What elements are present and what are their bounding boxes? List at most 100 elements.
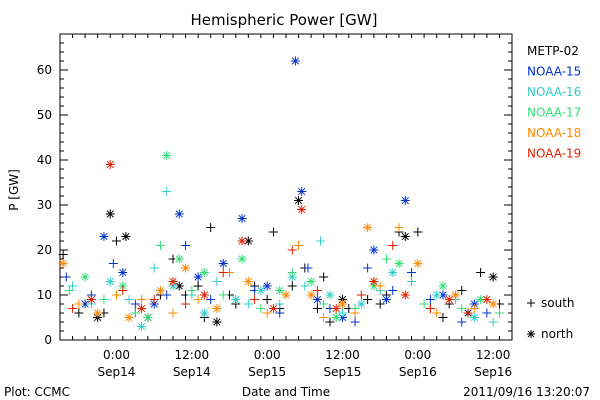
data-point	[297, 205, 307, 214]
x-tick-date: Sep14	[98, 365, 136, 379]
data-point	[231, 295, 241, 304]
data-point	[400, 232, 410, 241]
legend-entry: NOAA-16	[527, 85, 581, 99]
data-point	[105, 160, 115, 169]
data-point	[297, 187, 307, 196]
data-point	[331, 313, 341, 322]
footer-credit: Plot: CCMC	[4, 385, 70, 399]
data-point	[256, 286, 266, 295]
data-point	[174, 254, 184, 264]
x-tick-date: Sep16	[474, 365, 512, 379]
data-point	[375, 299, 385, 309]
data-point	[137, 304, 147, 313]
x-tick-date: Sep15	[324, 365, 362, 379]
data-point	[199, 268, 209, 277]
data-point	[457, 317, 467, 327]
data-point	[262, 295, 272, 304]
y-tick-label: 20	[37, 243, 52, 257]
data-point	[388, 241, 398, 250]
data-point	[388, 286, 398, 295]
data-point	[400, 196, 410, 205]
data-point	[306, 277, 316, 286]
legend-entry: NOAA-18	[527, 126, 581, 140]
data-point	[149, 263, 159, 273]
data-point	[168, 277, 178, 286]
data-point	[488, 299, 498, 309]
data-point	[482, 295, 492, 304]
data-point	[413, 227, 423, 237]
data-point	[250, 295, 260, 304]
y-tick-label: 0	[44, 333, 52, 347]
x-axis-label: Date and Time	[242, 385, 330, 399]
data-point	[99, 295, 109, 304]
data-point	[287, 281, 297, 291]
chart-title: Hemispheric Power [GW]	[191, 11, 378, 29]
data-point	[162, 187, 172, 196]
data-point	[162, 151, 172, 160]
data-point	[338, 299, 347, 309]
data-point	[181, 263, 191, 273]
data-point	[121, 232, 131, 241]
data-point	[218, 259, 228, 268]
data-point	[281, 290, 291, 300]
x-tick-date: Sep15	[248, 365, 286, 379]
legend-entry: NOAA-19	[527, 147, 581, 161]
data-point	[99, 232, 109, 241]
y-tick-label: 30	[37, 198, 52, 212]
data-point	[105, 277, 115, 286]
data-point	[275, 286, 285, 295]
data-point	[438, 281, 448, 291]
data-point	[206, 223, 216, 232]
data-point	[312, 295, 322, 304]
y-tick-label: 40	[37, 153, 52, 167]
data-point	[356, 299, 366, 309]
y-tick-label: 50	[37, 108, 52, 122]
data-point	[363, 295, 373, 304]
data-point	[303, 263, 313, 273]
data-point	[237, 254, 247, 264]
x-tick-date: Sep16	[399, 365, 437, 379]
data-point	[300, 281, 310, 291]
data-point	[212, 304, 222, 313]
marker-legend-symbol	[527, 299, 535, 307]
data-point	[325, 290, 335, 300]
x-axis: 0:00 Sep14 12:00 Sep14 0:00 Sep15 12:00 Sep15 0:…	[59, 34, 513, 379]
data-point	[457, 286, 467, 295]
data-point	[74, 299, 84, 309]
data-point	[469, 304, 479, 313]
data-point	[325, 317, 335, 327]
data-point	[61, 272, 71, 282]
data-point	[143, 313, 153, 322]
data-point	[262, 281, 272, 291]
data-point	[312, 304, 322, 313]
data-point	[444, 295, 454, 304]
data-point	[137, 295, 147, 304]
data-point	[218, 290, 228, 300]
data-point	[419, 299, 429, 309]
data-point	[457, 304, 467, 313]
data-point	[193, 295, 203, 304]
data-point	[381, 295, 391, 304]
data-point	[400, 290, 410, 300]
data-point	[130, 308, 140, 318]
data-point	[363, 223, 373, 232]
data-point	[174, 209, 184, 219]
y-tick-label: 10	[37, 288, 52, 302]
data-point	[212, 277, 222, 286]
data-point	[64, 286, 74, 295]
data-point	[394, 223, 404, 232]
data-point	[290, 56, 300, 66]
data-point	[407, 277, 417, 286]
data-point	[388, 268, 398, 277]
data-point	[124, 313, 134, 322]
x-tick-label: 12:00	[175, 348, 210, 362]
data-point	[155, 241, 165, 250]
data-point	[243, 277, 253, 286]
data-point	[243, 299, 253, 309]
data-point	[407, 268, 417, 277]
legend-entry: NOAA-17	[527, 106, 581, 120]
data-point	[262, 308, 272, 318]
data-point	[451, 290, 460, 300]
data-point	[124, 295, 134, 304]
